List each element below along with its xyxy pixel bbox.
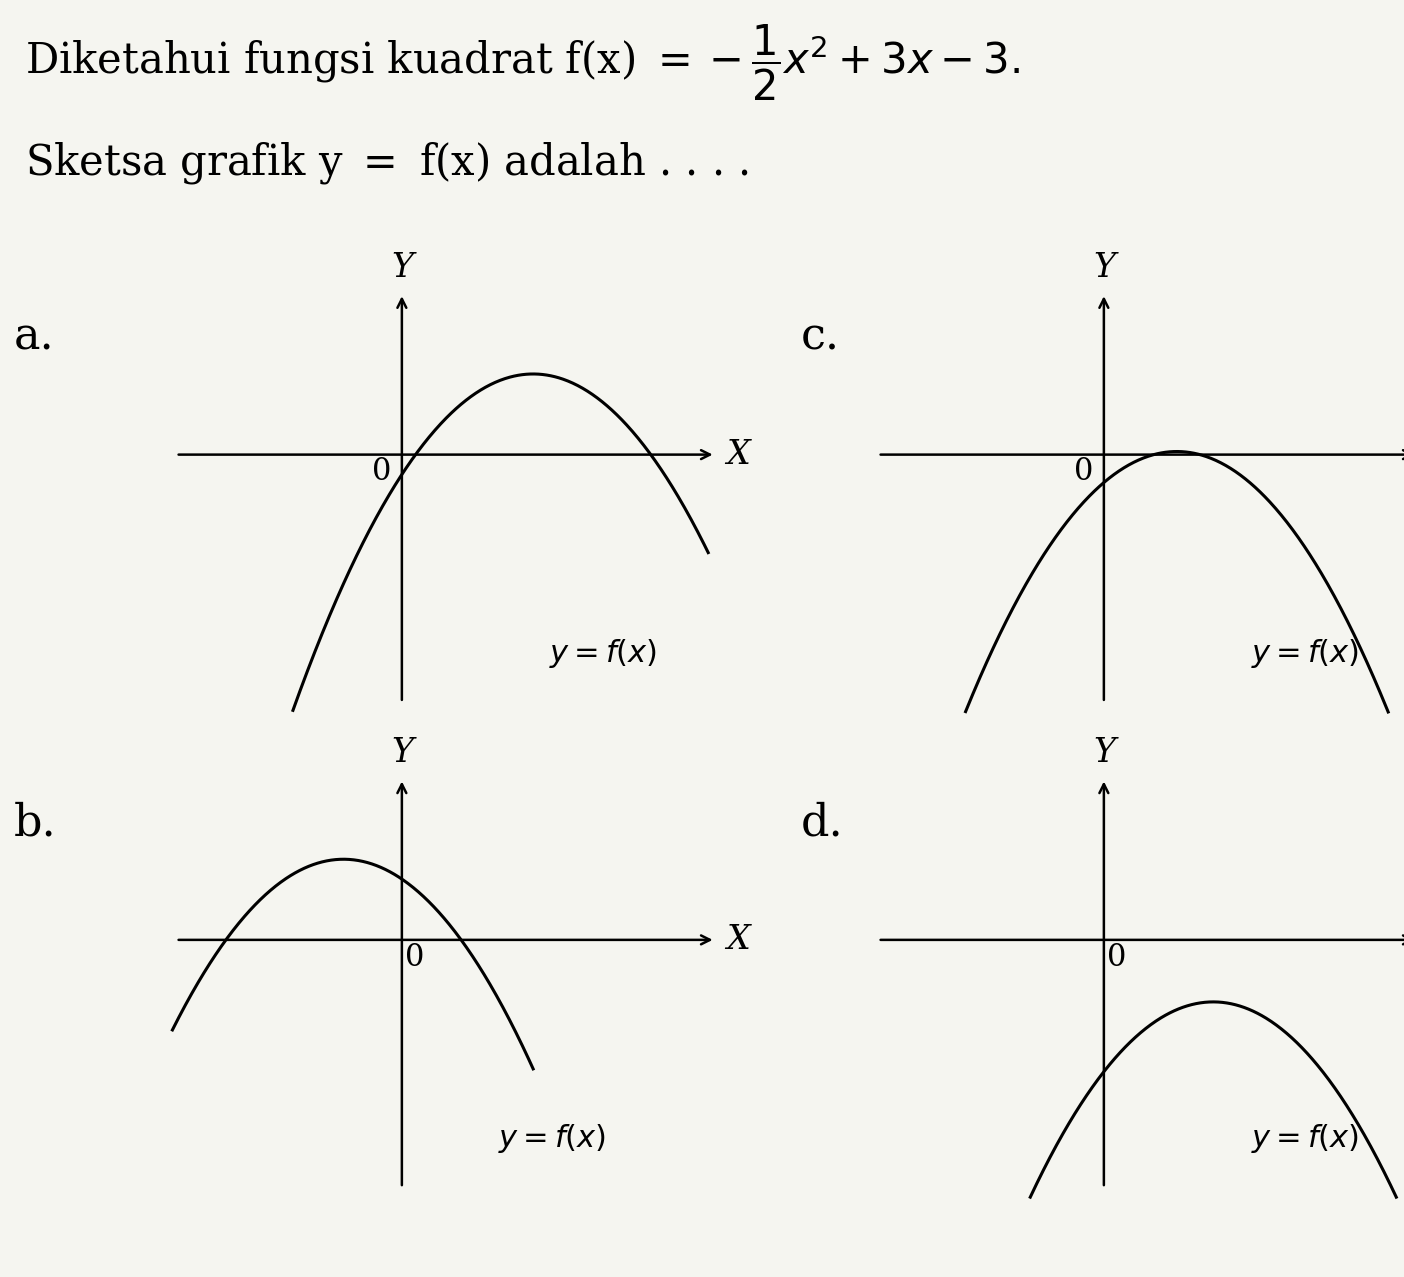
Text: c.: c. [800, 315, 840, 359]
Text: $y = f(x)$: $y = f(x)$ [498, 1122, 607, 1154]
Text: X: X [726, 438, 750, 471]
Text: a.: a. [14, 315, 55, 359]
Text: Y: Y [390, 252, 413, 283]
Text: Y: Y [1092, 252, 1115, 283]
Text: 0: 0 [1108, 941, 1126, 973]
Text: Diketahui fungsi kuadrat f(x) $= -\dfrac{1}{2}x^2 + 3x - 3.$: Diketahui fungsi kuadrat f(x) $= -\dfrac… [25, 23, 1021, 103]
Text: X: X [726, 923, 750, 956]
Text: d.: d. [800, 801, 842, 844]
Text: 0: 0 [372, 456, 392, 488]
Text: $y = f(x)$: $y = f(x)$ [1251, 1122, 1359, 1154]
Text: b.: b. [14, 801, 56, 844]
Text: Sketsa grafik y $=$ f(x) adalah . . . .: Sketsa grafik y $=$ f(x) adalah . . . . [25, 140, 750, 186]
Text: $y = f(x)$: $y = f(x)$ [549, 637, 657, 669]
Text: 0: 0 [1074, 456, 1094, 488]
Text: Y: Y [390, 737, 413, 769]
Text: Y: Y [1092, 737, 1115, 769]
Text: $y = f(x)$: $y = f(x)$ [1251, 637, 1359, 669]
Text: 0: 0 [406, 941, 424, 973]
